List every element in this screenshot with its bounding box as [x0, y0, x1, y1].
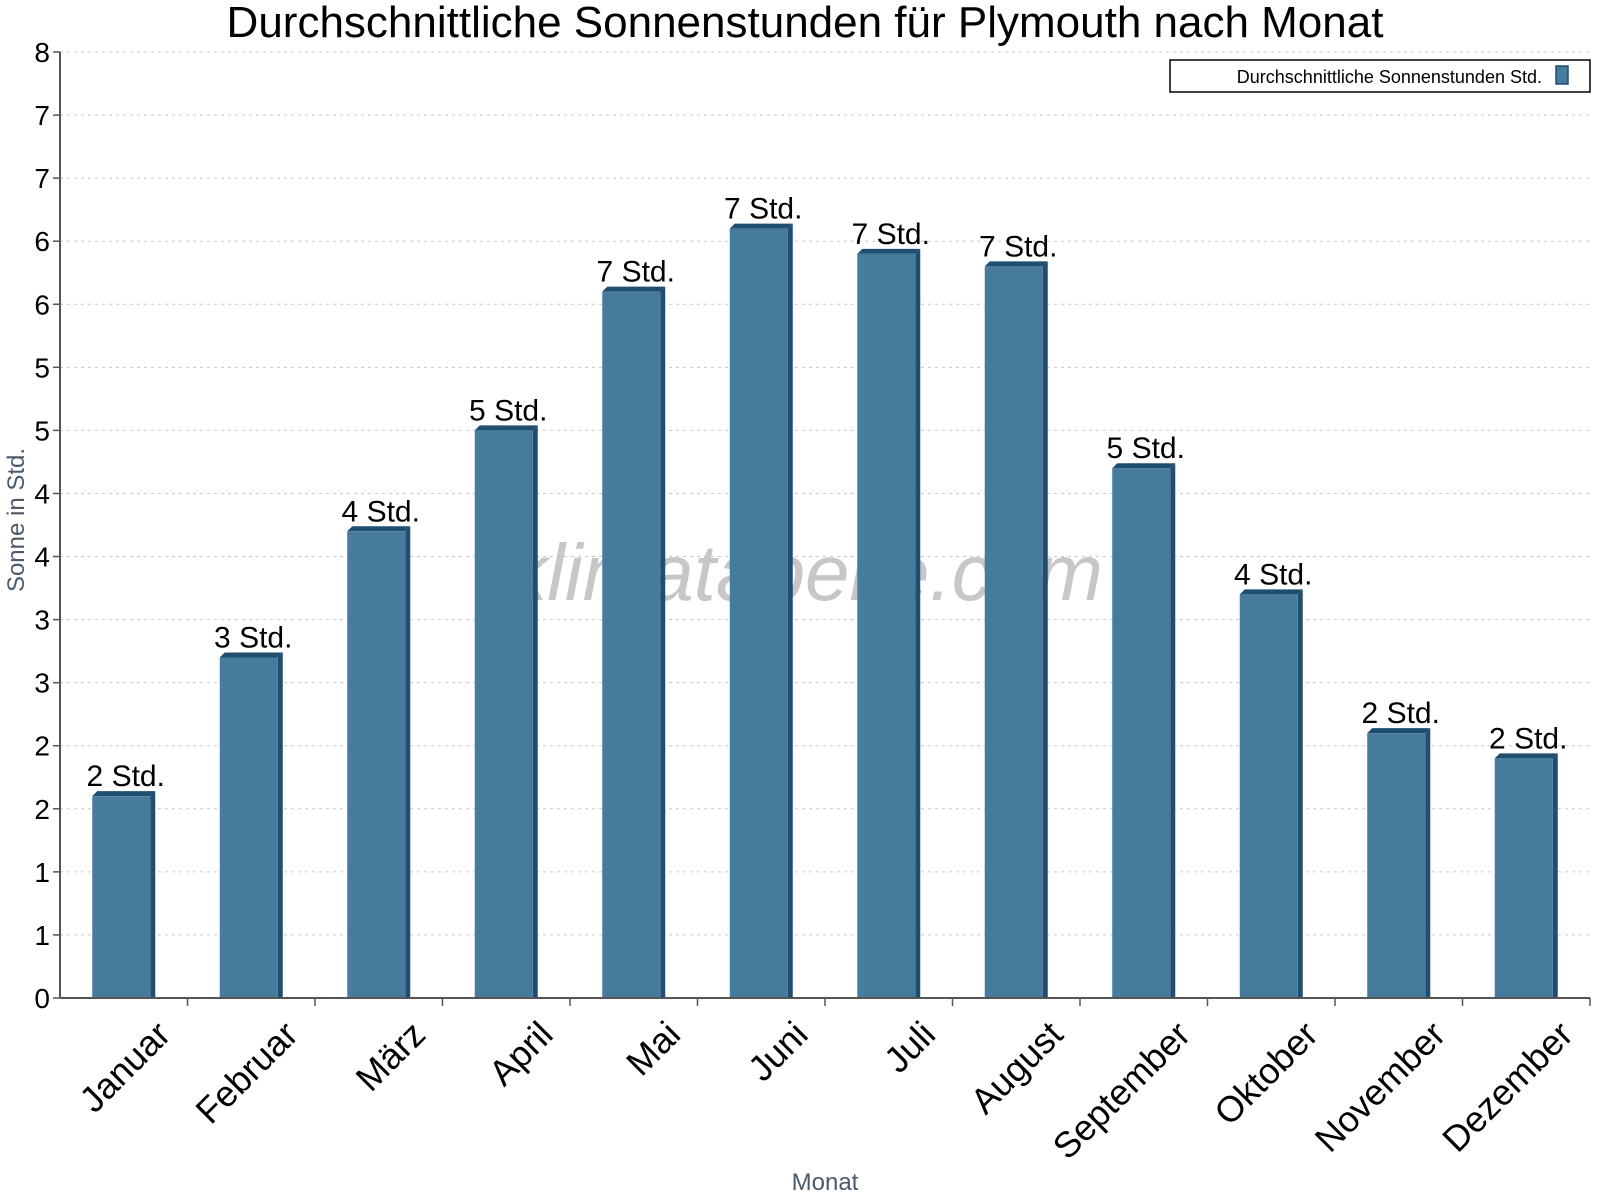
bar — [347, 531, 406, 998]
x-tick-label: November — [1307, 1013, 1453, 1159]
x-tick-label: März — [348, 1013, 434, 1099]
bar-side — [1170, 463, 1176, 998]
y-tick-label: 6 — [34, 289, 50, 320]
x-tick-label: Februar — [187, 1013, 305, 1131]
legend-box — [1169, 59, 1591, 93]
bar-side — [532, 425, 538, 998]
data-label: 7 Std. — [852, 218, 930, 251]
bar-side — [660, 286, 666, 998]
bar — [219, 657, 278, 998]
y-tick-label: 8 — [34, 37, 50, 68]
data-label: 3 Std. — [214, 621, 292, 654]
y-tick-label: 7 — [34, 163, 50, 194]
x-tick-label: Januar — [71, 1013, 178, 1120]
bar — [1239, 594, 1298, 998]
data-label: 5 Std. — [469, 394, 547, 427]
y-tick-label: 5 — [34, 415, 50, 446]
bar — [729, 228, 788, 998]
y-tick-label: 0 — [34, 983, 50, 1014]
bar-top — [474, 425, 538, 431]
x-tick-label: April — [481, 1013, 561, 1093]
x-axis-title: Monat — [792, 1169, 859, 1196]
x-tick-label: Mai — [618, 1013, 688, 1083]
x-tick-labels: Januar Februar März April Mai Juni Juli AugustS… — [71, 1013, 1580, 1167]
data-label: 4 Std. — [1234, 558, 1312, 591]
bar-side — [150, 791, 156, 998]
bar-side — [1425, 728, 1431, 998]
bar-top — [1239, 589, 1303, 595]
bar-top — [1367, 728, 1431, 734]
bars: 2 Std. 3 Std. 4 Std. 5 Std. 7 Std. 7 Std. 7 St… — [87, 193, 1567, 999]
legend-swatch — [1555, 65, 1569, 85]
x-tick-label: Juni — [740, 1013, 816, 1089]
bar-side — [405, 526, 411, 998]
bar-top — [219, 652, 283, 658]
data-label: 7 Std. — [979, 230, 1057, 263]
y-tick-label: 5 — [34, 352, 50, 383]
bar-side — [1042, 261, 1048, 999]
bar-top — [1494, 753, 1558, 759]
bar-side — [1297, 589, 1303, 998]
data-label: 7 Std. — [597, 256, 675, 289]
y-tick-label: 1 — [34, 857, 50, 888]
x-tick-label: September — [1045, 1013, 1199, 1167]
y-tick-label: 2 — [34, 731, 50, 762]
data-label: 2 Std. — [87, 760, 165, 793]
x-tick-label: August — [962, 1013, 1070, 1121]
bar-top — [1112, 463, 1176, 469]
y-tick-label: 7 — [34, 100, 50, 131]
data-label: 2 Std. — [1362, 697, 1440, 730]
data-label: 4 Std. — [342, 495, 420, 528]
bar-top — [857, 248, 921, 254]
bar — [1367, 733, 1426, 998]
legend-label: Durchschnittliche Sonnenstunden Std. — [1237, 67, 1542, 87]
bar-top — [602, 286, 666, 292]
bar — [474, 430, 533, 998]
bar — [602, 291, 661, 998]
y-tick-label: 6 — [34, 226, 50, 257]
bar-side — [915, 248, 921, 998]
y-tick-labels: 0 1 1 2 2 3 3 4 4 5 5 6 6 7 7 8 — [34, 37, 50, 1014]
bar-top — [347, 526, 411, 532]
legend: Durchschnittliche Sonnenstunden Std. — [1169, 59, 1591, 93]
bar-side — [1552, 753, 1558, 998]
x-tick-label: Dezember — [1434, 1013, 1580, 1159]
y-tick-label: 3 — [34, 668, 50, 699]
bar — [984, 266, 1043, 999]
x-tick-label: Oktober — [1206, 1013, 1326, 1133]
y-tick-label: 4 — [34, 478, 50, 509]
bar — [92, 796, 151, 998]
bar-top — [984, 261, 1048, 267]
axes — [53, 51, 1591, 1006]
bar-side — [787, 223, 793, 998]
bar — [857, 253, 916, 998]
bar — [1494, 758, 1553, 998]
x-tick-label: Juli — [876, 1013, 943, 1080]
data-label: 7 Std. — [724, 193, 802, 226]
y-tick-label: 1 — [34, 920, 50, 951]
y-tick-label: 2 — [34, 794, 50, 825]
bar-top — [729, 223, 793, 229]
y-axis-title: Sonne in Std. — [3, 448, 30, 592]
gridlines — [60, 51, 1590, 936]
y-tick-label: 4 — [34, 542, 50, 573]
bar — [1112, 468, 1171, 998]
data-label: 5 Std. — [1107, 432, 1185, 465]
y-tick-label: 3 — [34, 605, 50, 636]
bar-side — [277, 652, 283, 998]
bar-top — [92, 791, 156, 797]
data-label: 2 Std. — [1489, 722, 1567, 755]
chart-title: Durchschnittliche Sonnenstunden für Plym… — [227, 0, 1384, 47]
